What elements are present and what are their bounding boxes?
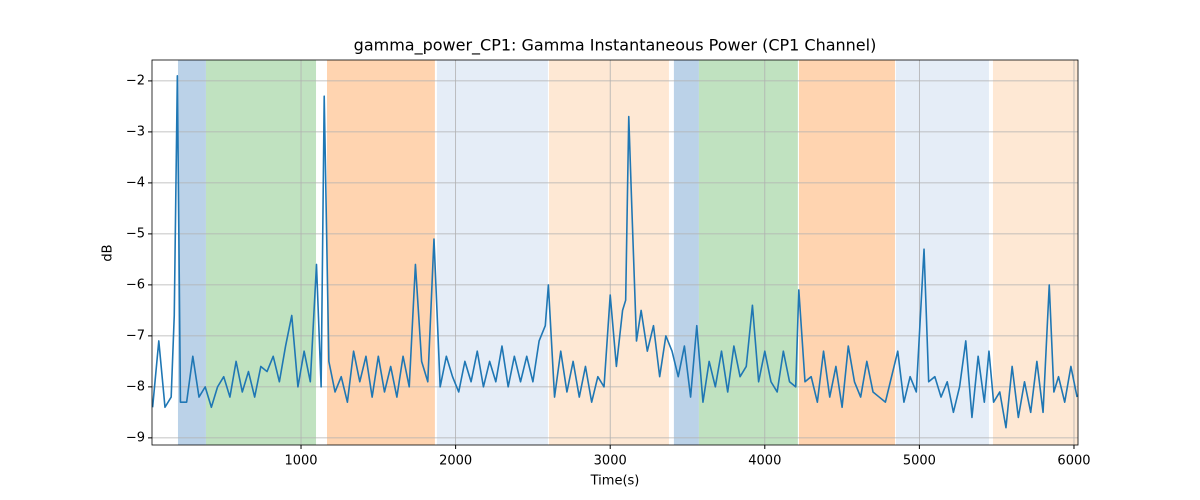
- x-tick-label: 2000: [439, 454, 472, 469]
- chart-title: gamma_power_CP1: Gamma Instantaneous Pow…: [354, 36, 877, 56]
- x-tick-label: 5000: [903, 454, 936, 469]
- shaded-span: [326, 60, 435, 445]
- line-layer: [152, 75, 1078, 429]
- x-tick-label: 6000: [1057, 454, 1090, 469]
- data-line: [152, 75, 1078, 429]
- shaded-span: [698, 60, 798, 445]
- y-tick-label: −3: [126, 124, 145, 139]
- x-tick-label: 1000: [284, 454, 317, 469]
- y-axis-label: dB: [101, 244, 116, 261]
- shaded-span: [992, 60, 1078, 445]
- axes-layer: 1000 2000 3000 4000 5000 6000 −9 −8 −7 −6 −5 −4 −3 −2: [126, 59, 1091, 469]
- x-axis-label: Time(s): [590, 474, 640, 489]
- shaded-span: [177, 60, 206, 445]
- shaded-span: [673, 60, 699, 445]
- y-tick-label: −4: [126, 175, 145, 190]
- shaded-span: [798, 60, 895, 445]
- x-tick-label: 4000: [748, 454, 781, 469]
- y-tick-label: −2: [126, 73, 145, 88]
- y-tick-label: −8: [126, 379, 145, 394]
- y-tick-label: −6: [126, 277, 145, 292]
- x-tick-label: 3000: [594, 454, 627, 469]
- y-tick-label: −9: [126, 430, 145, 445]
- y-tick-label: −7: [126, 328, 145, 343]
- y-tick-label: −5: [126, 226, 145, 241]
- plot-frame: [151, 59, 1079, 446]
